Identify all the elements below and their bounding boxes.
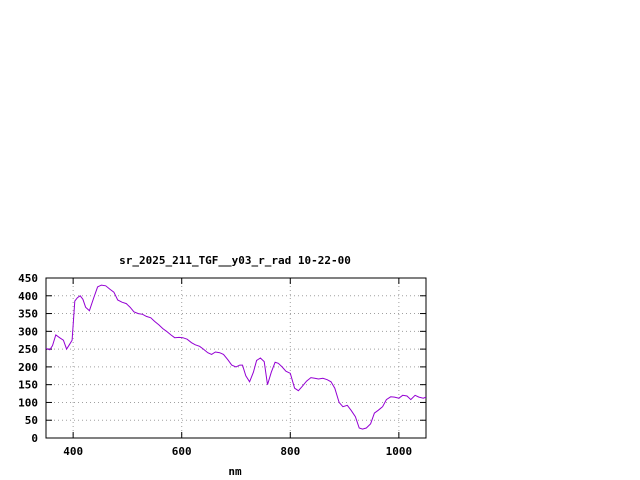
y-tick-label: 150 [18, 379, 38, 392]
x-tick-label: 800 [280, 445, 300, 458]
y-tick-label: 400 [18, 290, 38, 303]
chart-title: sr_2025_211_TGF__y03_r_rad 10-22-00 [119, 254, 351, 267]
y-tick-label: 250 [18, 343, 38, 356]
y-tick-label: 100 [18, 396, 38, 409]
y-tick-label: 350 [18, 308, 38, 321]
y-tick-label: 450 [18, 272, 38, 285]
series-line [45, 284, 427, 430]
series [45, 284, 427, 430]
y-tick-label: 300 [18, 325, 38, 338]
x-tick-label: 1000 [386, 445, 413, 458]
y-tick-label: 0 [31, 432, 38, 445]
x-tick-label: 400 [63, 445, 83, 458]
y-axis-ticks: 0 50 100 150 200 250 300 350 400 450 [18, 272, 426, 445]
grid [46, 278, 426, 438]
x-axis-ticks: 400 600 800 1000 [63, 278, 412, 458]
x-axis-label: nm [228, 465, 242, 478]
y-tick-label: 50 [25, 414, 38, 427]
y-tick-label: 200 [18, 361, 38, 374]
x-tick-label: 600 [172, 445, 192, 458]
plot-frame [45, 277, 427, 439]
